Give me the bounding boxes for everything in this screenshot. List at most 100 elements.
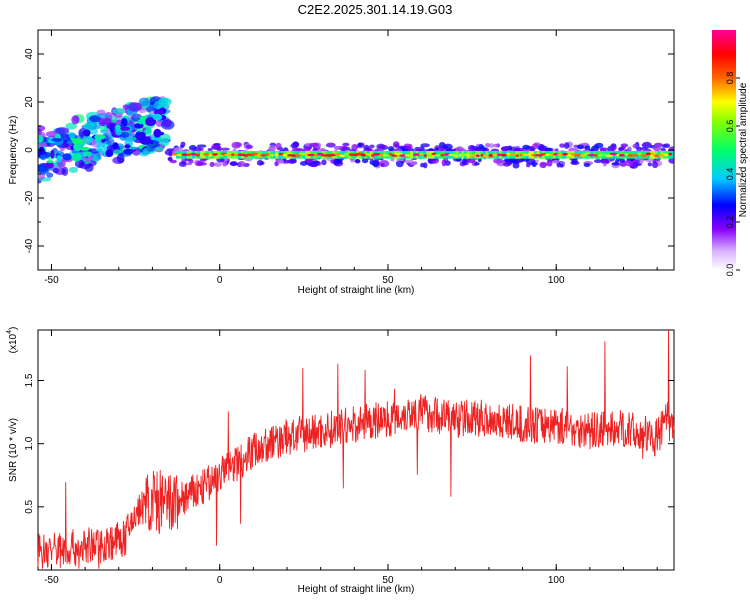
spectrogram-cell xyxy=(46,160,54,164)
colorbar-tick-label: 0.4 xyxy=(725,168,735,181)
spectrogram-cell xyxy=(515,154,519,158)
spectrogram-cell xyxy=(614,159,620,163)
spectrogram-cell xyxy=(534,159,539,163)
snr-y-tick-label: 1.5 xyxy=(24,373,35,387)
spectrogram-cell xyxy=(266,152,270,156)
spectrogram-x-label: Height of straight line (km) xyxy=(298,285,415,296)
spectrogram-cell xyxy=(619,158,626,163)
spectrogram-cell xyxy=(632,143,639,149)
spectrogram-cell xyxy=(441,159,447,167)
spectrogram-cell xyxy=(668,152,673,156)
spectrogram-cell xyxy=(645,152,652,156)
spectrogram-cell xyxy=(96,148,103,152)
spectrogram-cell xyxy=(224,153,233,157)
spectrogram-cell xyxy=(260,154,267,157)
spectrogram-cell xyxy=(72,138,83,145)
spectrogram-x-tick-label: -50 xyxy=(44,275,59,286)
spectrogram-cell xyxy=(119,126,131,131)
spectrogram-cell xyxy=(276,159,285,164)
spectrogram-cell xyxy=(474,162,480,166)
spectrogram-cell xyxy=(594,142,604,149)
spectrogram-cell xyxy=(342,142,350,147)
spectrogram-cell xyxy=(133,122,144,129)
spectrogram-cell xyxy=(540,152,547,156)
spectrogram-cell xyxy=(128,102,142,112)
spectrogram-cell xyxy=(68,166,79,174)
spectrogram-y-tick-label: 40 xyxy=(24,48,35,60)
spectrogram-cell xyxy=(96,113,110,119)
spectrogram-cell xyxy=(304,158,314,163)
spectrogram-cell xyxy=(71,153,82,162)
spectrogram-cell xyxy=(599,147,609,152)
spectrogram-cell xyxy=(139,151,149,157)
spectrogram-cell xyxy=(412,153,421,156)
spectrogram-cell xyxy=(397,145,405,149)
spectrogram-y-tick-label: 0 xyxy=(24,147,35,153)
spectrogram-cell xyxy=(392,141,400,148)
spectrogram-cells xyxy=(38,96,674,184)
spectrogram-cell xyxy=(46,172,54,178)
page-title: C2E2.2025.301.14.19.G03 xyxy=(298,2,453,17)
spectrogram-cell xyxy=(404,154,412,157)
spectrogram-cell xyxy=(270,153,275,157)
spectrogram-cell xyxy=(158,97,169,106)
spectrogram-cell xyxy=(434,147,440,151)
spectrogram-cell xyxy=(98,117,112,125)
spectrogram-cell xyxy=(307,153,317,157)
spectrogram-cell xyxy=(631,154,639,157)
spectrogram-cell xyxy=(546,159,553,167)
spectrogram-cell xyxy=(114,124,121,131)
spectrogram-cell xyxy=(38,142,48,148)
spectrogram-cell xyxy=(145,127,152,134)
colorbar-tick-label: 0.2 xyxy=(725,216,735,229)
spectrogram-cell xyxy=(492,153,499,157)
colorbar-tick-label: 0.0 xyxy=(725,264,735,277)
spectrogram-cell xyxy=(66,140,73,145)
spectrogram-cell xyxy=(81,151,92,157)
spectrogram-cell xyxy=(395,160,404,168)
spectrogram-cell xyxy=(652,144,662,152)
colorbar-tick-label: 0.6 xyxy=(725,120,735,133)
spectrogram-cell xyxy=(623,160,633,167)
spectrogram-cell xyxy=(50,149,55,159)
spectrogram-cell xyxy=(112,142,119,150)
spectrogram-cell xyxy=(222,160,228,167)
spectrogram-cell xyxy=(423,154,427,157)
spectrogram-cell xyxy=(278,152,284,156)
spectrogram-cell xyxy=(268,144,276,152)
spectrogram-cell xyxy=(651,161,659,169)
spectrogram-cell xyxy=(488,154,494,157)
spectrogram-cell xyxy=(466,158,476,164)
spectrogram-cell xyxy=(40,153,47,161)
spectrogram-cell xyxy=(489,143,494,149)
spectrogram-cell xyxy=(512,161,520,169)
spectrogram-cell xyxy=(476,154,480,158)
spectrogram-cell xyxy=(641,141,652,149)
snr-multiplier-base: (x10 xyxy=(8,333,19,353)
spectrogram-cell xyxy=(423,162,428,169)
spectrogram-cell xyxy=(442,143,453,151)
spectrogram-cell xyxy=(334,153,342,156)
colorbar-gradient xyxy=(712,30,736,270)
spectrogram-cell xyxy=(195,153,201,157)
spectrogram-cell xyxy=(344,152,349,156)
spectrogram-cell xyxy=(649,150,653,159)
snr-x-tick-label: 100 xyxy=(548,575,565,586)
spectrogram-cell xyxy=(55,127,70,135)
spectrogram-cell xyxy=(209,161,215,168)
snr-multiplier-exp: 4 xyxy=(6,330,13,334)
spectrogram-cell xyxy=(145,117,157,126)
snr-panel: -50 0 50 100 0.5 1.0 1.5 Height of straight l… xyxy=(6,327,675,595)
spectrogram-cell xyxy=(208,153,214,157)
spectrogram-cell xyxy=(611,162,620,166)
spectrogram-cell xyxy=(213,142,221,146)
spectrogram-cell xyxy=(84,163,94,172)
spectrogram-cell xyxy=(216,145,222,152)
spectrogram-cell xyxy=(65,122,77,130)
spectrogram-cell xyxy=(419,152,423,156)
spectrogram-cell xyxy=(500,146,509,152)
spectrogram-cell xyxy=(282,153,289,157)
spectrogram-x-ticks: -50 0 50 100 xyxy=(44,30,658,286)
colorbar-label: Normalized spectral amplitude xyxy=(738,82,749,217)
spectrogram-cell xyxy=(167,157,173,161)
